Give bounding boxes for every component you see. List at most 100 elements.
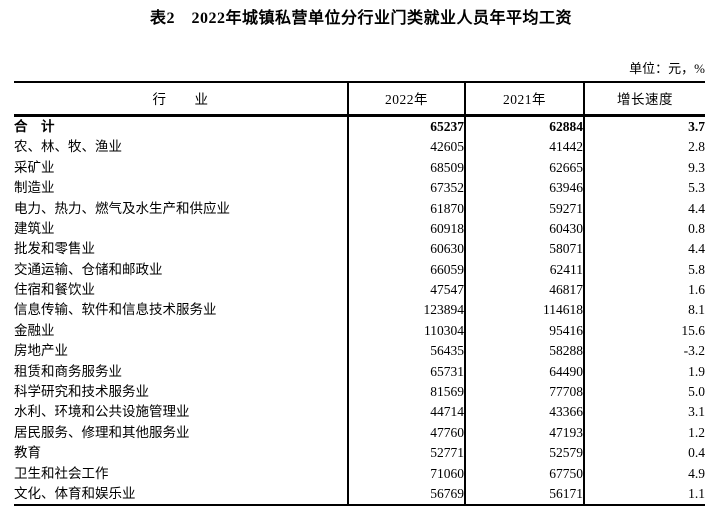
value-2022-cell: 123894 xyxy=(348,300,466,321)
industry-cell: 信息传输、软件和信息技术服务业 xyxy=(14,300,349,321)
unit-note: 单位：元，% xyxy=(629,61,705,76)
value-2022-cell: 66059 xyxy=(348,259,466,280)
industry-cell: 科学研究和技术服务业 xyxy=(14,381,349,402)
value-2022-cell: 81569 xyxy=(348,381,466,402)
value-2022-cell: 56769 xyxy=(348,483,466,505)
table-row: 信息传输、软件和信息技术服务业 123894 114618 8.1 xyxy=(14,300,705,321)
industry-cell: 卫生和社会工作 xyxy=(14,463,349,484)
value-2021-cell: 114618 xyxy=(465,300,585,321)
table-row: 教育 52771 52579 0.4 xyxy=(14,442,705,464)
table-row: 制造业 67352 63946 5.3 xyxy=(14,177,705,199)
value-2022-cell: 52771 xyxy=(348,442,466,464)
value-2022-cell: 56435 xyxy=(348,340,466,362)
column-header-2021: 2021年 xyxy=(465,82,585,117)
value-2022-cell: 44714 xyxy=(348,401,466,423)
value-2021-cell: 52579 xyxy=(465,442,585,464)
page-title: 表2 2022年城镇私营单位分行业门类就业人员年平均工资 xyxy=(149,10,572,27)
growth-cell: 1.6 xyxy=(688,282,705,298)
growth-cell: 0.8 xyxy=(688,220,705,236)
value-2021-cell: 60430 xyxy=(465,218,585,239)
growth-cell: 0.4 xyxy=(688,445,705,461)
table-row: 居民服务、修理和其他服务业 47760 47193 1.2 xyxy=(14,422,705,443)
growth-cell: 4.9 xyxy=(688,465,705,481)
table-row: 科学研究和技术服务业 81569 77708 5.0 xyxy=(14,381,705,402)
industry-cell: 电力、热力、燃气及水生产和供应业 xyxy=(14,198,349,219)
table-row: 房地产业 56435 58288 -3.2 xyxy=(14,340,705,362)
industry-cell: 采矿业 xyxy=(14,157,349,178)
growth-cell: 8.1 xyxy=(688,302,705,318)
industry-cell: 住宿和餐饮业 xyxy=(14,279,349,301)
growth-cell: 5.0 xyxy=(688,384,705,400)
value-2021-cell: 58071 xyxy=(465,238,585,260)
value-2021-cell: 59271 xyxy=(465,198,585,219)
industry-cell: 制造业 xyxy=(14,177,349,199)
column-header-industry: 行 业 xyxy=(14,82,349,117)
value-2021-cell: 58288 xyxy=(465,340,585,362)
table-row: 采矿业 68509 62665 9.3 xyxy=(14,157,705,178)
industry-cell: 合 计 xyxy=(14,115,349,137)
table-row: 批发和零售业 60630 58071 4.4 xyxy=(14,238,705,260)
growth-cell: 3.7 xyxy=(688,118,705,134)
value-2022-cell: 42605 xyxy=(348,136,466,158)
table-row: 住宿和餐饮业 47547 46817 1.6 xyxy=(14,279,705,301)
value-2021-cell: 56171 xyxy=(465,483,585,505)
value-2022-cell: 60918 xyxy=(348,218,466,239)
value-2022-cell: 60630 xyxy=(348,238,466,260)
growth-cell: 5.8 xyxy=(688,261,705,277)
value-2022-cell: 47547 xyxy=(348,279,466,301)
value-2022-cell: 110304 xyxy=(348,320,466,341)
value-2022-cell: 71060 xyxy=(348,463,466,484)
value-2022-cell: 65237 xyxy=(348,115,466,137)
value-2022-cell: 65731 xyxy=(348,361,466,382)
industry-cell: 交通运输、仓储和邮政业 xyxy=(14,259,349,280)
industry-cell: 教育 xyxy=(14,442,349,464)
value-2022-cell: 68509 xyxy=(348,157,466,178)
growth-cell: 1.9 xyxy=(688,363,705,379)
industry-cell: 文化、体育和娱乐业 xyxy=(14,483,349,505)
value-2021-cell: 62665 xyxy=(465,157,585,178)
wage-table: 行 业 2022年 2021年 增长速度 合 计 65237 62884 3.7 农、林… xyxy=(14,81,705,506)
table-row: 租赁和商务服务业 65731 64490 1.9 xyxy=(14,361,705,382)
table-row: 交通运输、仓储和邮政业 66059 62411 5.8 xyxy=(14,259,705,280)
column-header-growth: 增长速度 xyxy=(584,82,705,117)
growth-cell: 1.2 xyxy=(688,424,705,440)
value-2021-cell: 43366 xyxy=(465,401,585,423)
table-row: 文化、体育和娱乐业 56769 56171 1.1 xyxy=(14,483,705,505)
header-row: 行 业 2022年 2021年 增长速度 xyxy=(14,82,705,117)
growth-cell: 4.4 xyxy=(688,241,705,257)
value-2021-cell: 67750 xyxy=(465,463,585,484)
industry-cell: 批发和零售业 xyxy=(14,238,349,260)
value-2021-cell: 46817 xyxy=(465,279,585,301)
table-body: 合 计 65237 62884 3.7 农、林、牧、渔业 42605 41442 2.8 采矿业… xyxy=(14,115,705,505)
industry-cell: 租赁和商务服务业 xyxy=(14,361,349,382)
table-row: 水利、环境和公共设施管理业 44714 43366 3.1 xyxy=(14,401,705,423)
value-2021-cell: 63946 xyxy=(465,177,585,199)
value-2021-cell: 64490 xyxy=(465,361,585,382)
table-row: 合 计 65237 62884 3.7 xyxy=(14,115,705,137)
table-row: 农、林、牧、渔业 42605 41442 2.8 xyxy=(14,136,705,158)
column-header-2022: 2022年 xyxy=(348,82,466,117)
growth-cell: 3.1 xyxy=(688,404,705,420)
value-2022-cell: 67352 xyxy=(348,177,466,199)
industry-cell: 居民服务、修理和其他服务业 xyxy=(14,422,349,443)
growth-cell: 15.6 xyxy=(681,322,705,338)
industry-cell: 金融业 xyxy=(14,320,349,341)
value-2021-cell: 47193 xyxy=(465,422,585,443)
value-2021-cell: 41442 xyxy=(465,136,585,158)
growth-cell: 9.3 xyxy=(688,159,705,175)
value-2021-cell: 95416 xyxy=(465,320,585,341)
table-row: 卫生和社会工作 71060 67750 4.9 xyxy=(14,463,705,484)
growth-cell: 4.4 xyxy=(688,200,705,216)
value-2022-cell: 61870 xyxy=(348,198,466,219)
growth-cell: -3.2 xyxy=(683,343,705,359)
growth-cell: 2.8 xyxy=(688,139,705,155)
table-row: 金融业 110304 95416 15.6 xyxy=(14,320,705,341)
table-row: 建筑业 60918 60430 0.8 xyxy=(14,218,705,239)
growth-cell: 5.3 xyxy=(688,180,705,196)
industry-cell: 水利、环境和公共设施管理业 xyxy=(14,401,349,423)
value-2021-cell: 62884 xyxy=(465,115,585,137)
growth-cell: 1.1 xyxy=(688,485,705,501)
value-2022-cell: 47760 xyxy=(348,422,466,443)
industry-cell: 建筑业 xyxy=(14,218,349,239)
